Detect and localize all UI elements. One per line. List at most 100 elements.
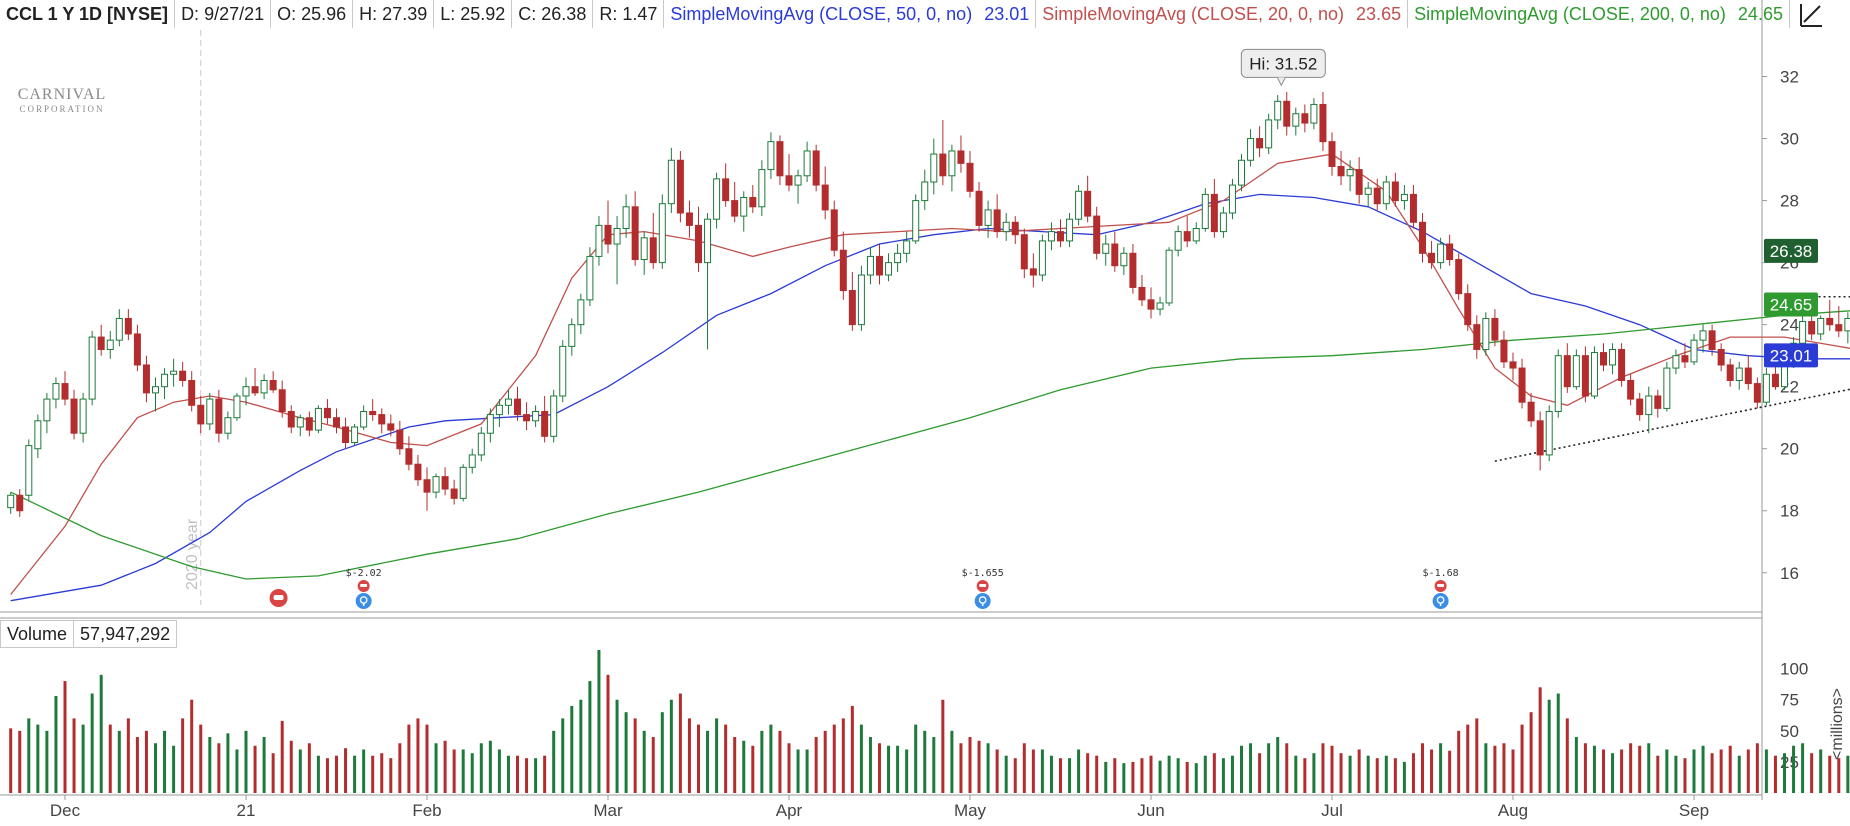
candle-body [749, 196, 757, 208]
high-callout-pointer [1276, 77, 1286, 87]
candle-body [1020, 234, 1028, 270]
candle-body [803, 150, 811, 177]
candle-body [848, 290, 856, 326]
sma50-label[interactable]: SimpleMovingAvg (CLOSE, 50, 0, no) [670, 4, 973, 24]
candle-body [966, 162, 974, 192]
volume-bar [1285, 743, 1289, 793]
volume-bar [1611, 753, 1615, 793]
candle-body [70, 398, 78, 434]
volume-bar [380, 753, 384, 793]
trendline [1494, 388, 1850, 462]
candle-body [1464, 293, 1472, 326]
candle-body [704, 218, 712, 264]
close-readout: C: 26.38 [512, 0, 594, 28]
volume-tick-label: 75 [1780, 691, 1799, 710]
candle-body [993, 209, 1001, 233]
volume-bar [977, 740, 981, 793]
candle-body [1735, 367, 1743, 381]
volume-bar [416, 718, 420, 793]
price-label-box [1764, 343, 1818, 368]
volume-bar [1565, 718, 1569, 793]
candle-body [25, 445, 33, 496]
volume-bar [742, 740, 746, 793]
candle-body [450, 488, 458, 499]
candle-body [912, 200, 920, 242]
draw-tool-icon[interactable] [1798, 2, 1824, 28]
volume-bar [1674, 755, 1678, 793]
candle-body [794, 175, 802, 186]
volume-bar [1574, 737, 1578, 793]
volume-bar [1375, 758, 1379, 793]
volume-bar [778, 730, 782, 793]
volume-label[interactable]: Volume [0, 620, 75, 648]
volume-bar [1520, 724, 1524, 793]
volume-bar [434, 743, 438, 793]
volume-bar [1502, 743, 1506, 793]
volume-bar [687, 718, 691, 793]
candle-body [115, 317, 123, 341]
volume-bar [878, 743, 881, 793]
price-tick-label: 24 [1780, 316, 1799, 335]
volume-bar [1104, 761, 1108, 793]
candle-body [1409, 193, 1417, 223]
volume-bar [1077, 749, 1081, 793]
candle-body [43, 398, 51, 422]
time-tick-label: Dec [50, 801, 81, 820]
volume-bar [633, 718, 637, 793]
volume-bar [1113, 758, 1117, 793]
price-tick-label: 30 [1780, 130, 1799, 149]
carnival-logo: CARNIVAL CORPORATION [14, 58, 110, 114]
candle-body [1011, 221, 1019, 236]
volume-bar [1384, 755, 1388, 793]
time-tick-label: May [954, 801, 987, 820]
volume-bar [534, 758, 538, 793]
candle-body [1590, 352, 1598, 397]
candle-body [550, 395, 558, 437]
candle-body [1826, 317, 1834, 326]
volume-bar [751, 745, 755, 793]
volume-bar [1004, 755, 1008, 793]
volume-bar [1212, 753, 1216, 793]
candle-body [613, 228, 621, 245]
volume-bar [896, 745, 900, 793]
time-tick-label: Mar [593, 801, 623, 820]
candle-body [1337, 165, 1345, 177]
candle-body [260, 379, 268, 394]
candle-body [1817, 317, 1825, 335]
candle-body [1120, 252, 1128, 267]
candle-body [1527, 401, 1535, 422]
volume-bar [1837, 758, 1841, 793]
candle-body [405, 448, 413, 465]
candle-body [1256, 138, 1264, 149]
volume-bar [506, 755, 510, 793]
study-header: CCL 1 Y 1D [NYSE] D: 9/27/21 O: 25.96 H:… [0, 0, 1790, 28]
candle-body [785, 175, 793, 186]
volume-bar [570, 705, 574, 793]
candle-body [161, 373, 169, 388]
candle-body [1473, 324, 1481, 350]
volume-bar [45, 730, 49, 793]
time-tick-label: Apr [776, 801, 803, 820]
symbol-label[interactable]: CCL 1 Y 1D [NYSE] [0, 0, 176, 28]
candle-body [323, 407, 331, 419]
volume-bar [706, 730, 710, 793]
candle-body [486, 414, 494, 434]
volume-bar [715, 718, 719, 793]
earnings-label: $-1.655 [962, 568, 1004, 579]
sma20-label[interactable]: SimpleMovingAvg (CLOSE, 20, 0, no) [1042, 4, 1345, 24]
sma200-label[interactable]: SimpleMovingAvg (CLOSE, 200, 0, no) [1414, 4, 1726, 24]
earnings-bulb-icon [974, 593, 991, 609]
candle-body [224, 417, 232, 434]
candle-body [52, 383, 60, 400]
candle-body [1147, 299, 1155, 310]
volume-bar [72, 718, 76, 793]
volume-bar [1647, 743, 1651, 793]
volume-bar [1719, 749, 1723, 793]
volume-tick-label: 100 [1780, 660, 1808, 679]
conference-call-icon-glyph [273, 595, 284, 600]
volume-bar [1267, 743, 1271, 793]
candle-body [133, 333, 141, 366]
time-tick-label: Jun [1137, 801, 1164, 820]
